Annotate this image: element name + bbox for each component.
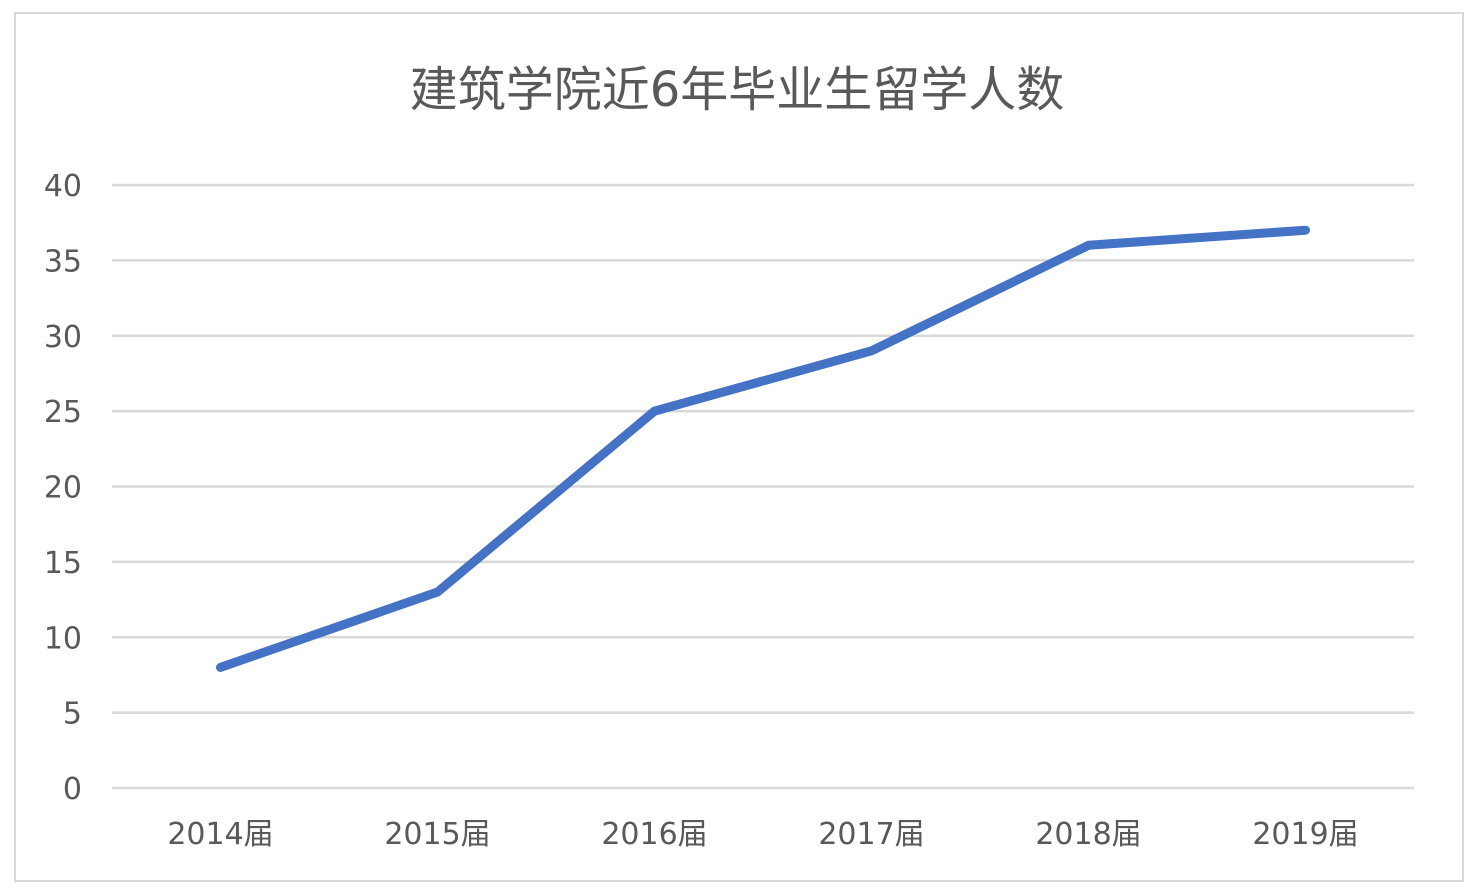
y-tick-label: 20 bbox=[44, 471, 82, 506]
y-tick-label: 35 bbox=[44, 244, 82, 279]
y-tick-label: 5 bbox=[63, 697, 82, 732]
y-tick-label: 40 bbox=[44, 169, 82, 204]
chart-title: 建筑学院近6年毕业生留学人数 bbox=[410, 62, 1065, 118]
series-line bbox=[216, 225, 1310, 672]
y-tick-label: 0 bbox=[63, 772, 82, 807]
y-tick-label: 15 bbox=[44, 546, 82, 581]
y-tick-label: 10 bbox=[44, 621, 82, 656]
x-tick-label: 2016届 bbox=[601, 817, 707, 852]
x-tick-label: 2015届 bbox=[384, 817, 490, 852]
x-tick-label: 2017届 bbox=[818, 817, 924, 852]
y-tick-label: 25 bbox=[44, 395, 82, 430]
x-tick-label: 2019届 bbox=[1252, 817, 1358, 852]
chart-frame bbox=[14, 12, 1464, 882]
y-tick-label: 30 bbox=[44, 320, 82, 355]
x-tick-label: 2014届 bbox=[167, 817, 273, 852]
x-tick-label: 2018届 bbox=[1035, 817, 1141, 852]
